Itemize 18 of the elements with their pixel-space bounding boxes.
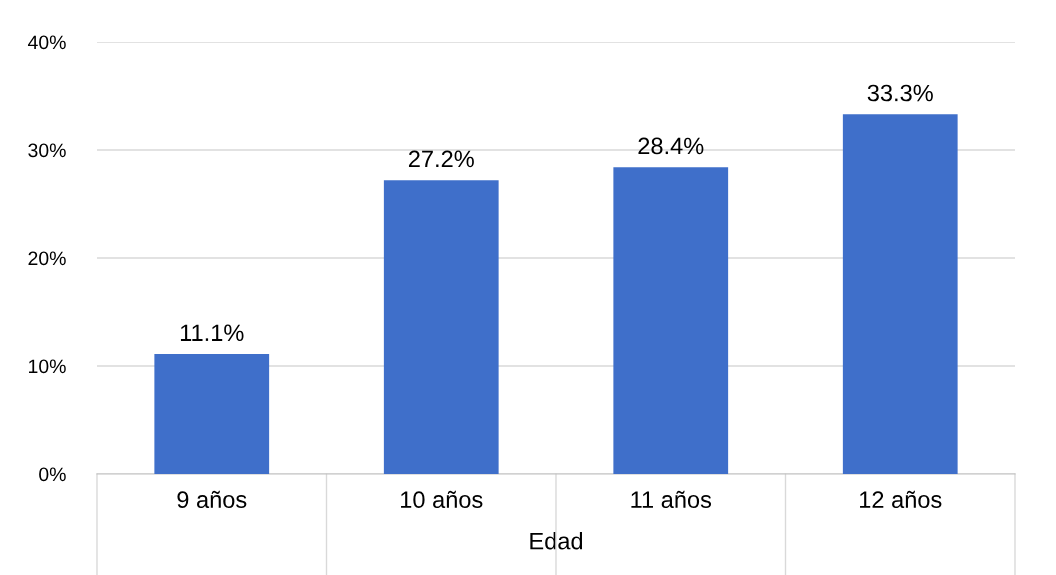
- data-label: 28.4%: [638, 137, 704, 155]
- y-tick-label: 40%: [27, 35, 66, 50]
- x-tick-label: 10 años: [401, 490, 483, 509]
- bar: [842, 114, 958, 474]
- x-tick-label: 9 años: [177, 490, 247, 509]
- y-tick-label: 0%: [39, 467, 66, 482]
- y-tick-label: 10%: [29, 359, 66, 374]
- bar: [154, 354, 270, 474]
- x-axis-title: Edad: [530, 532, 583, 550]
- x-tick-label: 11 años: [631, 490, 712, 509]
- bar: [613, 167, 729, 474]
- y-tick-label: 30%: [28, 143, 66, 158]
- data-label: 33.3%: [867, 84, 933, 102]
- bar: [383, 180, 499, 474]
- data-label: 11.1%: [180, 324, 244, 342]
- data-label: 27.2%: [408, 150, 474, 168]
- y-tick-label: 20%: [28, 251, 66, 266]
- x-tick-label: 12 años: [860, 490, 942, 509]
